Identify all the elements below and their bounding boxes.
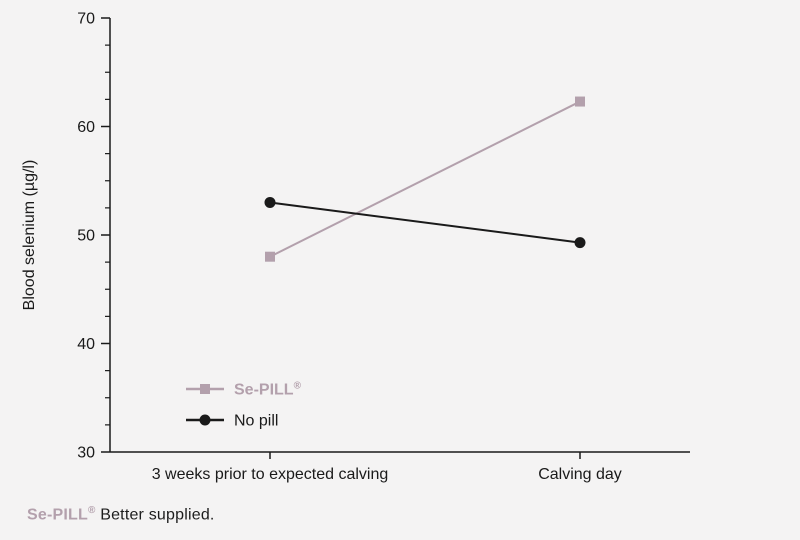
circle-marker	[574, 237, 586, 249]
y-tick-label: 70	[77, 11, 95, 28]
y-tick-label: 40	[77, 336, 95, 353]
y-tick-label: 60	[77, 119, 95, 136]
footer-text: Better supplied.	[100, 506, 215, 524]
y-tick-label: 50	[77, 228, 95, 245]
brand-name: Se-PILL	[27, 506, 88, 524]
legend-label: Se-PILL®	[234, 381, 302, 399]
legend-square-marker	[200, 384, 210, 394]
legend-circle-marker	[199, 414, 211, 426]
legend-label: No pill	[234, 413, 278, 430]
y-tick-label: 30	[77, 445, 95, 462]
x-tick-label: Calving day	[538, 466, 622, 483]
series-line-0	[269, 100, 581, 258]
series-line-1	[269, 201, 581, 244]
registered-trademark-icon: ®	[87, 505, 96, 516]
x-tick-label: 3 weeks prior to expected calving	[152, 466, 389, 483]
square-marker	[265, 251, 275, 262]
square-marker	[575, 96, 585, 107]
footer-tagline: Se-PILL® Better supplied.	[27, 505, 215, 524]
circle-marker	[264, 196, 276, 208]
y-axis-title: Blood selenium (µg/l)	[21, 160, 38, 311]
